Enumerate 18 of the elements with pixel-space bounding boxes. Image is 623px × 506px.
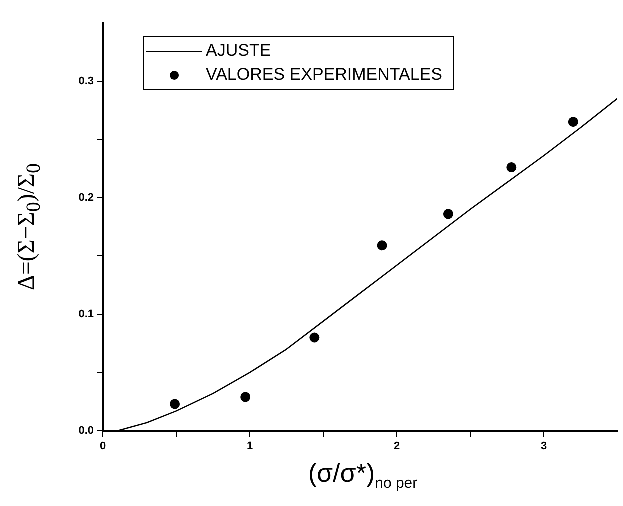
- x-tick-label: 0: [100, 440, 106, 453]
- point: [568, 117, 578, 128]
- point: [443, 209, 454, 220]
- point: [310, 332, 320, 343]
- y-tick-label: 0.1: [78, 308, 94, 320]
- legend-label: VALORES EXPERIMENTALES: [206, 65, 442, 85]
- x-tick-label: 3: [540, 440, 548, 453]
- y-tick-label: 0.3: [78, 75, 94, 88]
- legend-label: AJUSTE: [206, 41, 272, 61]
- x-tick-label: 2: [394, 440, 400, 453]
- x-tick-label: 1: [246, 440, 254, 453]
- point: [377, 240, 388, 251]
- y-tick-label: 0.0: [78, 425, 94, 438]
- point: [506, 162, 517, 173]
- point: [240, 392, 251, 402]
- y-tick-label: 0.2: [78, 192, 94, 204]
- x-axis-title: (σ/σ*)$_{no per}$: [307, 458, 419, 492]
- point: [170, 399, 180, 410]
